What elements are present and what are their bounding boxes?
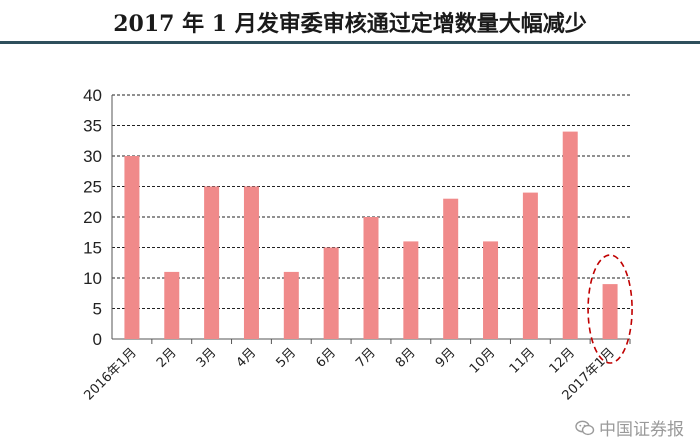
bar xyxy=(403,241,419,339)
bar xyxy=(483,241,499,339)
bar xyxy=(522,192,538,339)
x-tick-label: 10月 xyxy=(467,345,498,376)
y-tick-label: 20 xyxy=(83,208,102,227)
y-tick-label: 35 xyxy=(83,117,102,136)
watermark-text: 中国证券报 xyxy=(599,420,684,440)
bar xyxy=(243,186,259,339)
x-tick-label: 4月 xyxy=(234,345,260,371)
bar xyxy=(443,198,459,339)
y-tick-label: 0 xyxy=(93,330,102,349)
x-tick-label: 8月 xyxy=(393,345,419,371)
bar xyxy=(602,284,618,339)
bar xyxy=(283,271,299,339)
x-tick-label: 12月 xyxy=(547,345,578,376)
y-tick-label: 10 xyxy=(83,269,102,288)
y-tick-label: 40 xyxy=(83,86,102,105)
x-tick-label: 7月 xyxy=(353,345,379,371)
x-tick-label: 3月 xyxy=(194,345,220,371)
y-tick-label: 5 xyxy=(93,300,102,319)
highlight-ellipse xyxy=(587,254,633,364)
watermark: 中国证券报 xyxy=(575,415,684,440)
bar xyxy=(323,247,339,339)
wechat-icon xyxy=(575,420,595,436)
y-tick-label: 30 xyxy=(83,147,102,166)
y-tick-label: 15 xyxy=(83,239,102,258)
bar xyxy=(124,156,140,339)
y-tick-label: 25 xyxy=(83,178,102,197)
bar xyxy=(363,217,379,339)
x-tick-label: 2月 xyxy=(154,345,180,371)
title-underline xyxy=(0,41,700,44)
x-tick-label: 2016年1月 xyxy=(82,345,140,403)
bar xyxy=(164,271,180,339)
x-tick-label: 6月 xyxy=(313,345,339,371)
bar xyxy=(562,131,578,339)
x-tick-label: 9月 xyxy=(433,345,459,371)
chart-title: 2017 年 1 月发审委审核通过定增数量大幅减少 xyxy=(113,11,587,37)
x-tick-label: 5月 xyxy=(273,345,299,371)
bar xyxy=(204,186,220,339)
x-tick-label: 11月 xyxy=(507,345,538,376)
